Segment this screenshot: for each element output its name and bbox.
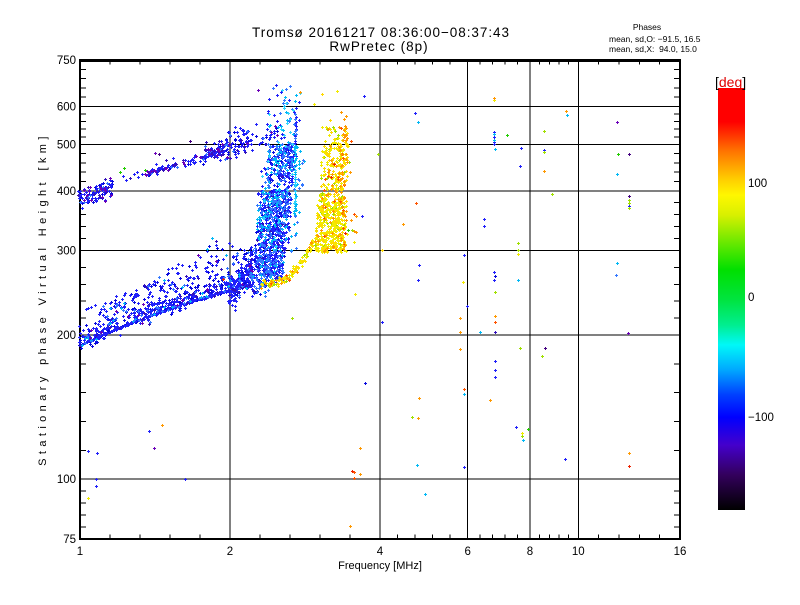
svg-text:mean, sd,O: −91.5, 16.5: mean, sd,O: −91.5, 16.5 <box>609 34 701 44</box>
svg-text:Tromsø 20161217 08:36:00−08:37: Tromsø 20161217 08:36:00−08:37:43 <box>252 25 510 40</box>
svg-text:10: 10 <box>572 546 585 558</box>
svg-text:1: 1 <box>77 546 83 558</box>
svg-text:200: 200 <box>57 330 76 342</box>
svg-text:600: 600 <box>57 101 76 113</box>
svg-text:16: 16 <box>674 546 687 558</box>
svg-text:−100: −100 <box>748 412 774 424</box>
svg-text:4: 4 <box>377 546 384 558</box>
svg-text:0: 0 <box>748 292 754 304</box>
svg-text:75: 75 <box>63 534 76 546</box>
svg-text:Phases: Phases <box>633 22 661 32</box>
svg-text:300: 300 <box>57 246 76 258</box>
svg-text:500: 500 <box>57 139 76 151</box>
svg-text:100: 100 <box>57 474 76 486</box>
svg-text:6: 6 <box>464 546 470 558</box>
svg-text:100: 100 <box>748 178 767 190</box>
svg-text:mean, sd,X: 94.0, 15.0: mean, sd,X: 94.0, 15.0 <box>609 44 697 54</box>
svg-text:Frequency [MHz]: Frequency [MHz] <box>338 560 422 572</box>
svg-text:RwPretec (8p): RwPretec (8p) <box>329 39 428 54</box>
svg-text:400: 400 <box>57 186 76 198</box>
svg-text:[deg]: [deg] <box>715 74 746 90</box>
svg-text:2: 2 <box>227 546 233 558</box>
svg-text:750: 750 <box>57 55 76 67</box>
svg-text:8: 8 <box>527 546 533 558</box>
svg-text:Stationary phase Virtual Heigh: Stationary phase Virtual Height [km] <box>37 132 49 466</box>
